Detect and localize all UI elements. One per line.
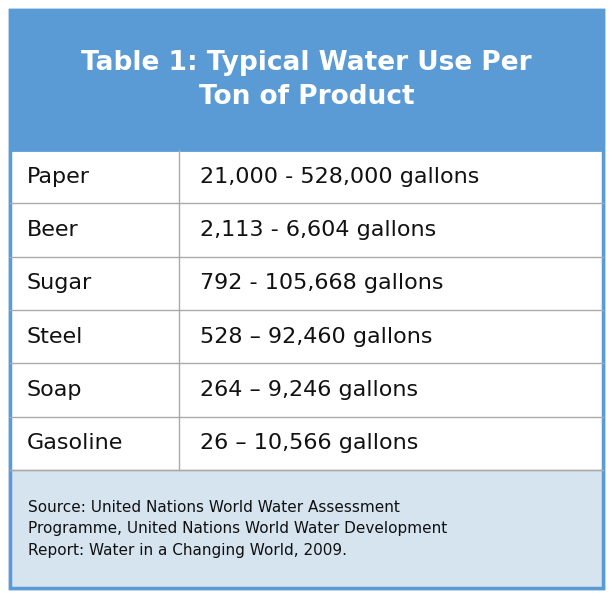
FancyBboxPatch shape	[10, 310, 603, 364]
Text: Steel: Steel	[27, 327, 83, 347]
Text: 26 – 10,566 gallons: 26 – 10,566 gallons	[200, 434, 419, 453]
FancyBboxPatch shape	[10, 417, 603, 470]
FancyBboxPatch shape	[10, 257, 603, 310]
FancyBboxPatch shape	[10, 364, 603, 417]
Text: Beer: Beer	[27, 220, 78, 240]
Text: 2,113 - 6,604 gallons: 2,113 - 6,604 gallons	[200, 220, 436, 240]
FancyBboxPatch shape	[10, 150, 603, 203]
FancyBboxPatch shape	[10, 470, 603, 588]
Text: Gasoline: Gasoline	[27, 434, 123, 453]
FancyBboxPatch shape	[10, 10, 603, 588]
Text: 264 – 9,246 gallons: 264 – 9,246 gallons	[200, 380, 418, 400]
Text: 528 – 92,460 gallons: 528 – 92,460 gallons	[200, 327, 433, 347]
FancyBboxPatch shape	[10, 10, 603, 150]
Text: Paper: Paper	[27, 167, 90, 187]
FancyBboxPatch shape	[10, 203, 603, 257]
Text: 21,000 - 528,000 gallons: 21,000 - 528,000 gallons	[200, 167, 479, 187]
Text: Source: United Nations World Water Assessment
Programme, United Nations World Wa: Source: United Nations World Water Asses…	[28, 500, 447, 558]
Text: 792 - 105,668 gallons: 792 - 105,668 gallons	[200, 273, 444, 294]
Text: Sugar: Sugar	[27, 273, 92, 294]
Text: Table 1: Typical Water Use Per
Ton of Product: Table 1: Typical Water Use Per Ton of Pr…	[81, 50, 532, 110]
Text: Soap: Soap	[27, 380, 82, 400]
